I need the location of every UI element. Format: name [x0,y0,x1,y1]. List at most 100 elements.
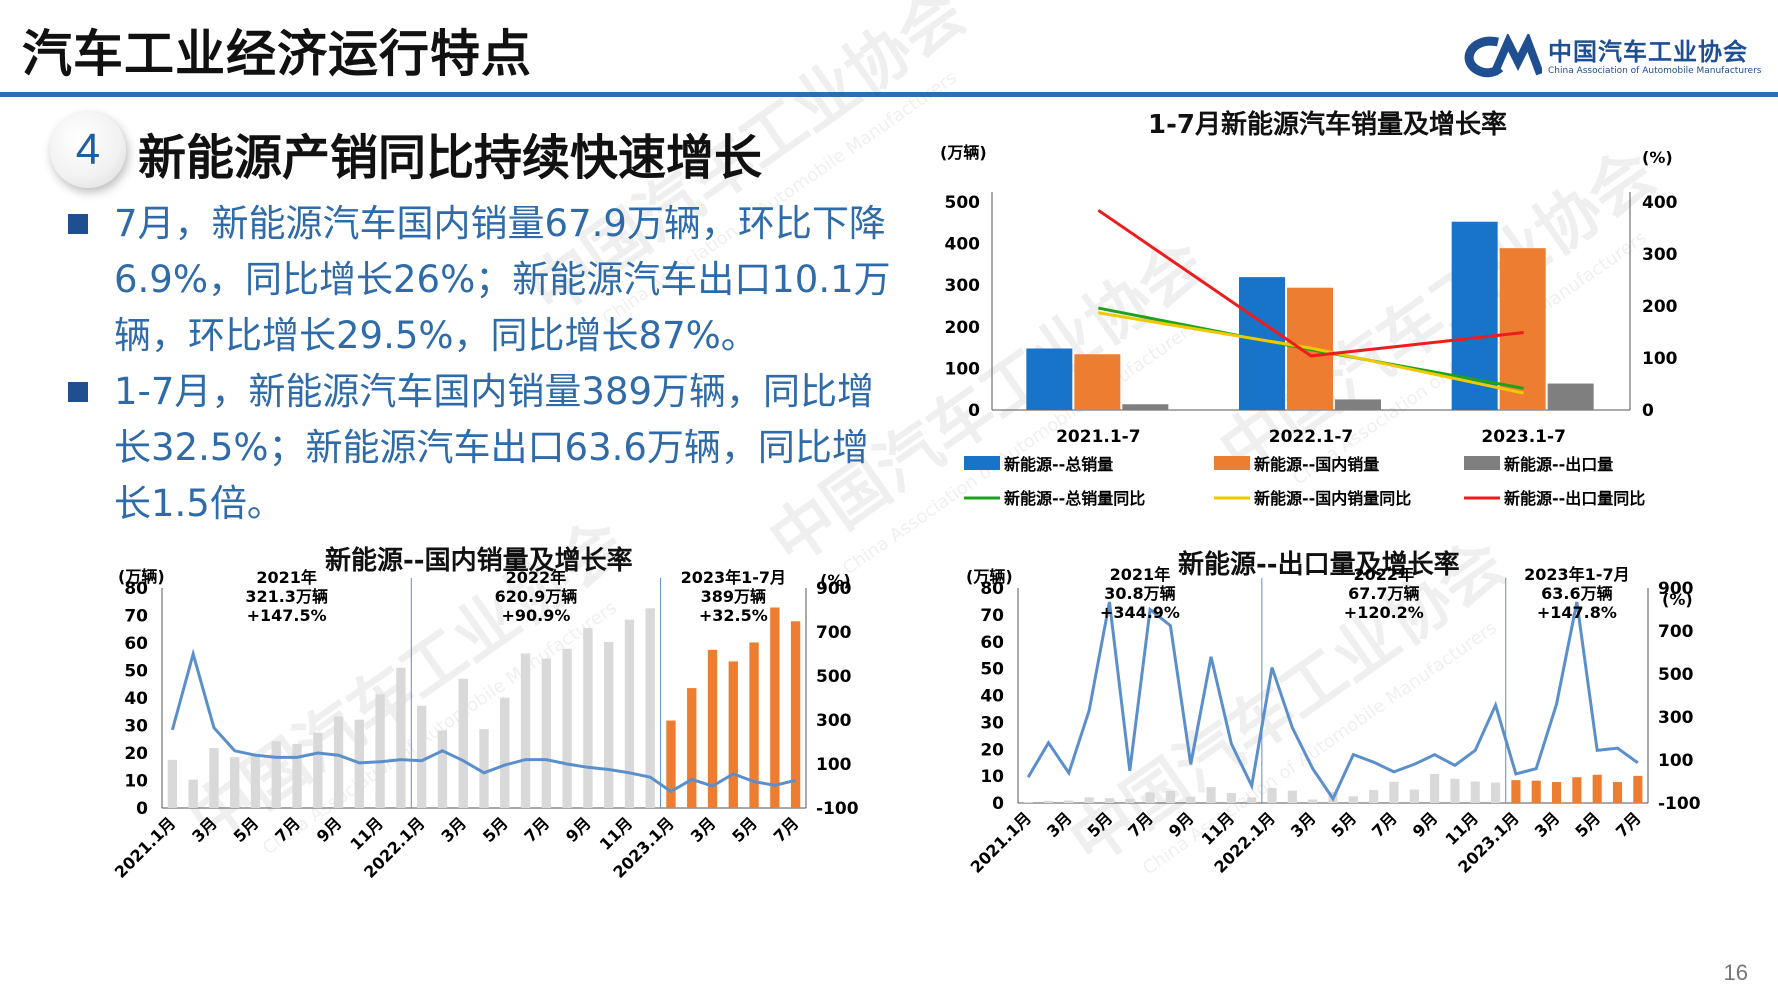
y-tick-label: 0 [968,401,980,421]
y-tick-label: 50 [124,662,148,682]
x-tick-label: 3月 [1043,808,1076,841]
period-annotation: 2022年 [1354,565,1415,584]
bar [790,621,801,808]
x-tick-label: 2022.1-7 [1269,427,1354,447]
bar [417,705,427,808]
x-tick-label: 9月 [313,813,346,846]
bar [1499,248,1546,410]
period-annotation: 321.3万辆 [245,587,328,606]
logo-name: 中国汽车工业协会 [1548,38,1748,66]
legend-label: 新能源--出口量 [1504,455,1613,474]
y2-axis-unit-label: (%) [1662,590,1693,609]
page-title: 汽车工业经济运行特点 [22,25,532,83]
y-axis-unit-label: (万辆) [966,567,1013,586]
y2-tick-label: -100 [816,799,859,819]
y-tick-label: 200 [945,318,981,338]
bar [1633,775,1643,803]
bar [1122,404,1169,410]
bar [749,642,759,808]
bar [1409,789,1419,803]
y2-tick-label: 0 [1642,401,1654,421]
period-annotation: 2021年 [1110,565,1171,584]
x-tick-label: 5月 [1084,808,1117,841]
period-annotation: +344.9% [1100,603,1180,622]
y2-tick-label: -100 [1658,794,1701,814]
x-tick-label: 5月 [479,813,512,846]
period-annotation: +90.9% [501,606,570,625]
period-annotation: +147.8% [1537,603,1617,622]
x-tick-label: 3月 [687,813,720,846]
y-tick-label: 0 [992,794,1004,814]
y2-tick-label: 100 [1642,349,1678,369]
bar [437,730,448,808]
period-annotation: +120.2% [1344,603,1424,622]
y-axis-unit-label: (万辆) [118,567,165,586]
bar [687,688,697,808]
bar [770,607,780,808]
y-tick-label: 70 [980,606,1004,626]
page-number: 16 [1723,960,1748,985]
period-annotation: 67.7万辆 [1348,584,1419,603]
title-bar: 汽车工业经济运行特点 中国汽车工业协会 China Association of… [0,0,1778,97]
y2-tick-label: 700 [1658,622,1694,642]
legend-label: 新能源--总销量 [1004,455,1113,474]
y2-tick-label: 300 [1658,708,1694,728]
bar [583,628,593,808]
bar [666,720,676,808]
bar [1287,790,1297,803]
bar [1145,792,1155,803]
y-axis-unit-label: (万辆) [940,143,987,162]
bar [1226,793,1236,803]
y2-tick-label: 100 [816,755,852,775]
bullet-text: 7月，新能源汽车国内销量67.9万辆，环比下降6.9%，同比增长26%；新能源汽… [114,202,891,357]
period-annotation: 2023年1-7月 [681,568,786,587]
bar [541,658,551,808]
x-tick-label: 7月 [1124,808,1157,841]
legend-label: 新能源--国内销量同比 [1254,489,1411,508]
legend-swatch [964,456,1000,470]
series-line [1098,306,1524,390]
x-tick-label: 7月 [521,813,554,846]
y-tick-label: 60 [980,633,1004,653]
bar [250,754,261,808]
y-tick-label: 20 [124,744,148,764]
y-tick-label: 60 [124,634,148,654]
bar [230,757,240,808]
x-tick-label: 5月 [1328,808,1361,841]
bar [1572,777,1582,803]
x-tick-label: 2021.1月 [111,813,179,881]
bar [1511,780,1521,803]
y-tick-label: 40 [980,687,1004,707]
series-line [1097,209,1524,358]
period-annotation: 389万辆 [701,587,766,606]
domestic-chart-title: 新能源--国内销量及增长率 [325,546,633,576]
y-tick-label: 100 [945,359,981,379]
bar [1104,798,1115,803]
bar [458,678,468,808]
y-tick-label: 300 [945,276,981,296]
bar [1592,774,1602,803]
x-tick-label: 5月 [1571,808,1604,841]
bar [292,743,302,808]
export-chart-title: 新能源--出口量及增长率 [1178,550,1460,580]
y2-tick-label: 900 [816,579,852,599]
period-annotation: 2022年 [506,568,567,587]
bar [1430,773,1440,803]
legend-label: 新能源--国内销量 [1254,455,1379,474]
y-tick-label: 50 [980,660,1004,680]
x-tick-label: 9月 [562,813,595,846]
bar [1043,800,1054,803]
y2-tick-label: 900 [1658,579,1694,599]
title-rule [0,92,1778,97]
bar [1612,782,1623,803]
logo-mark [1464,34,1542,78]
y-tick-label: 80 [124,579,148,599]
bar [603,641,614,808]
bar [1335,399,1381,410]
bar [1551,782,1562,803]
y2-tick-label: 100 [1658,751,1694,771]
x-tick-label: 9月 [1409,808,1442,841]
bullet-item: 1-7月，新能源汽车国内销量389万辆，同比增长32.5%；新能源汽车出口63.… [60,364,900,532]
bar [520,653,531,808]
bar [1389,781,1399,803]
